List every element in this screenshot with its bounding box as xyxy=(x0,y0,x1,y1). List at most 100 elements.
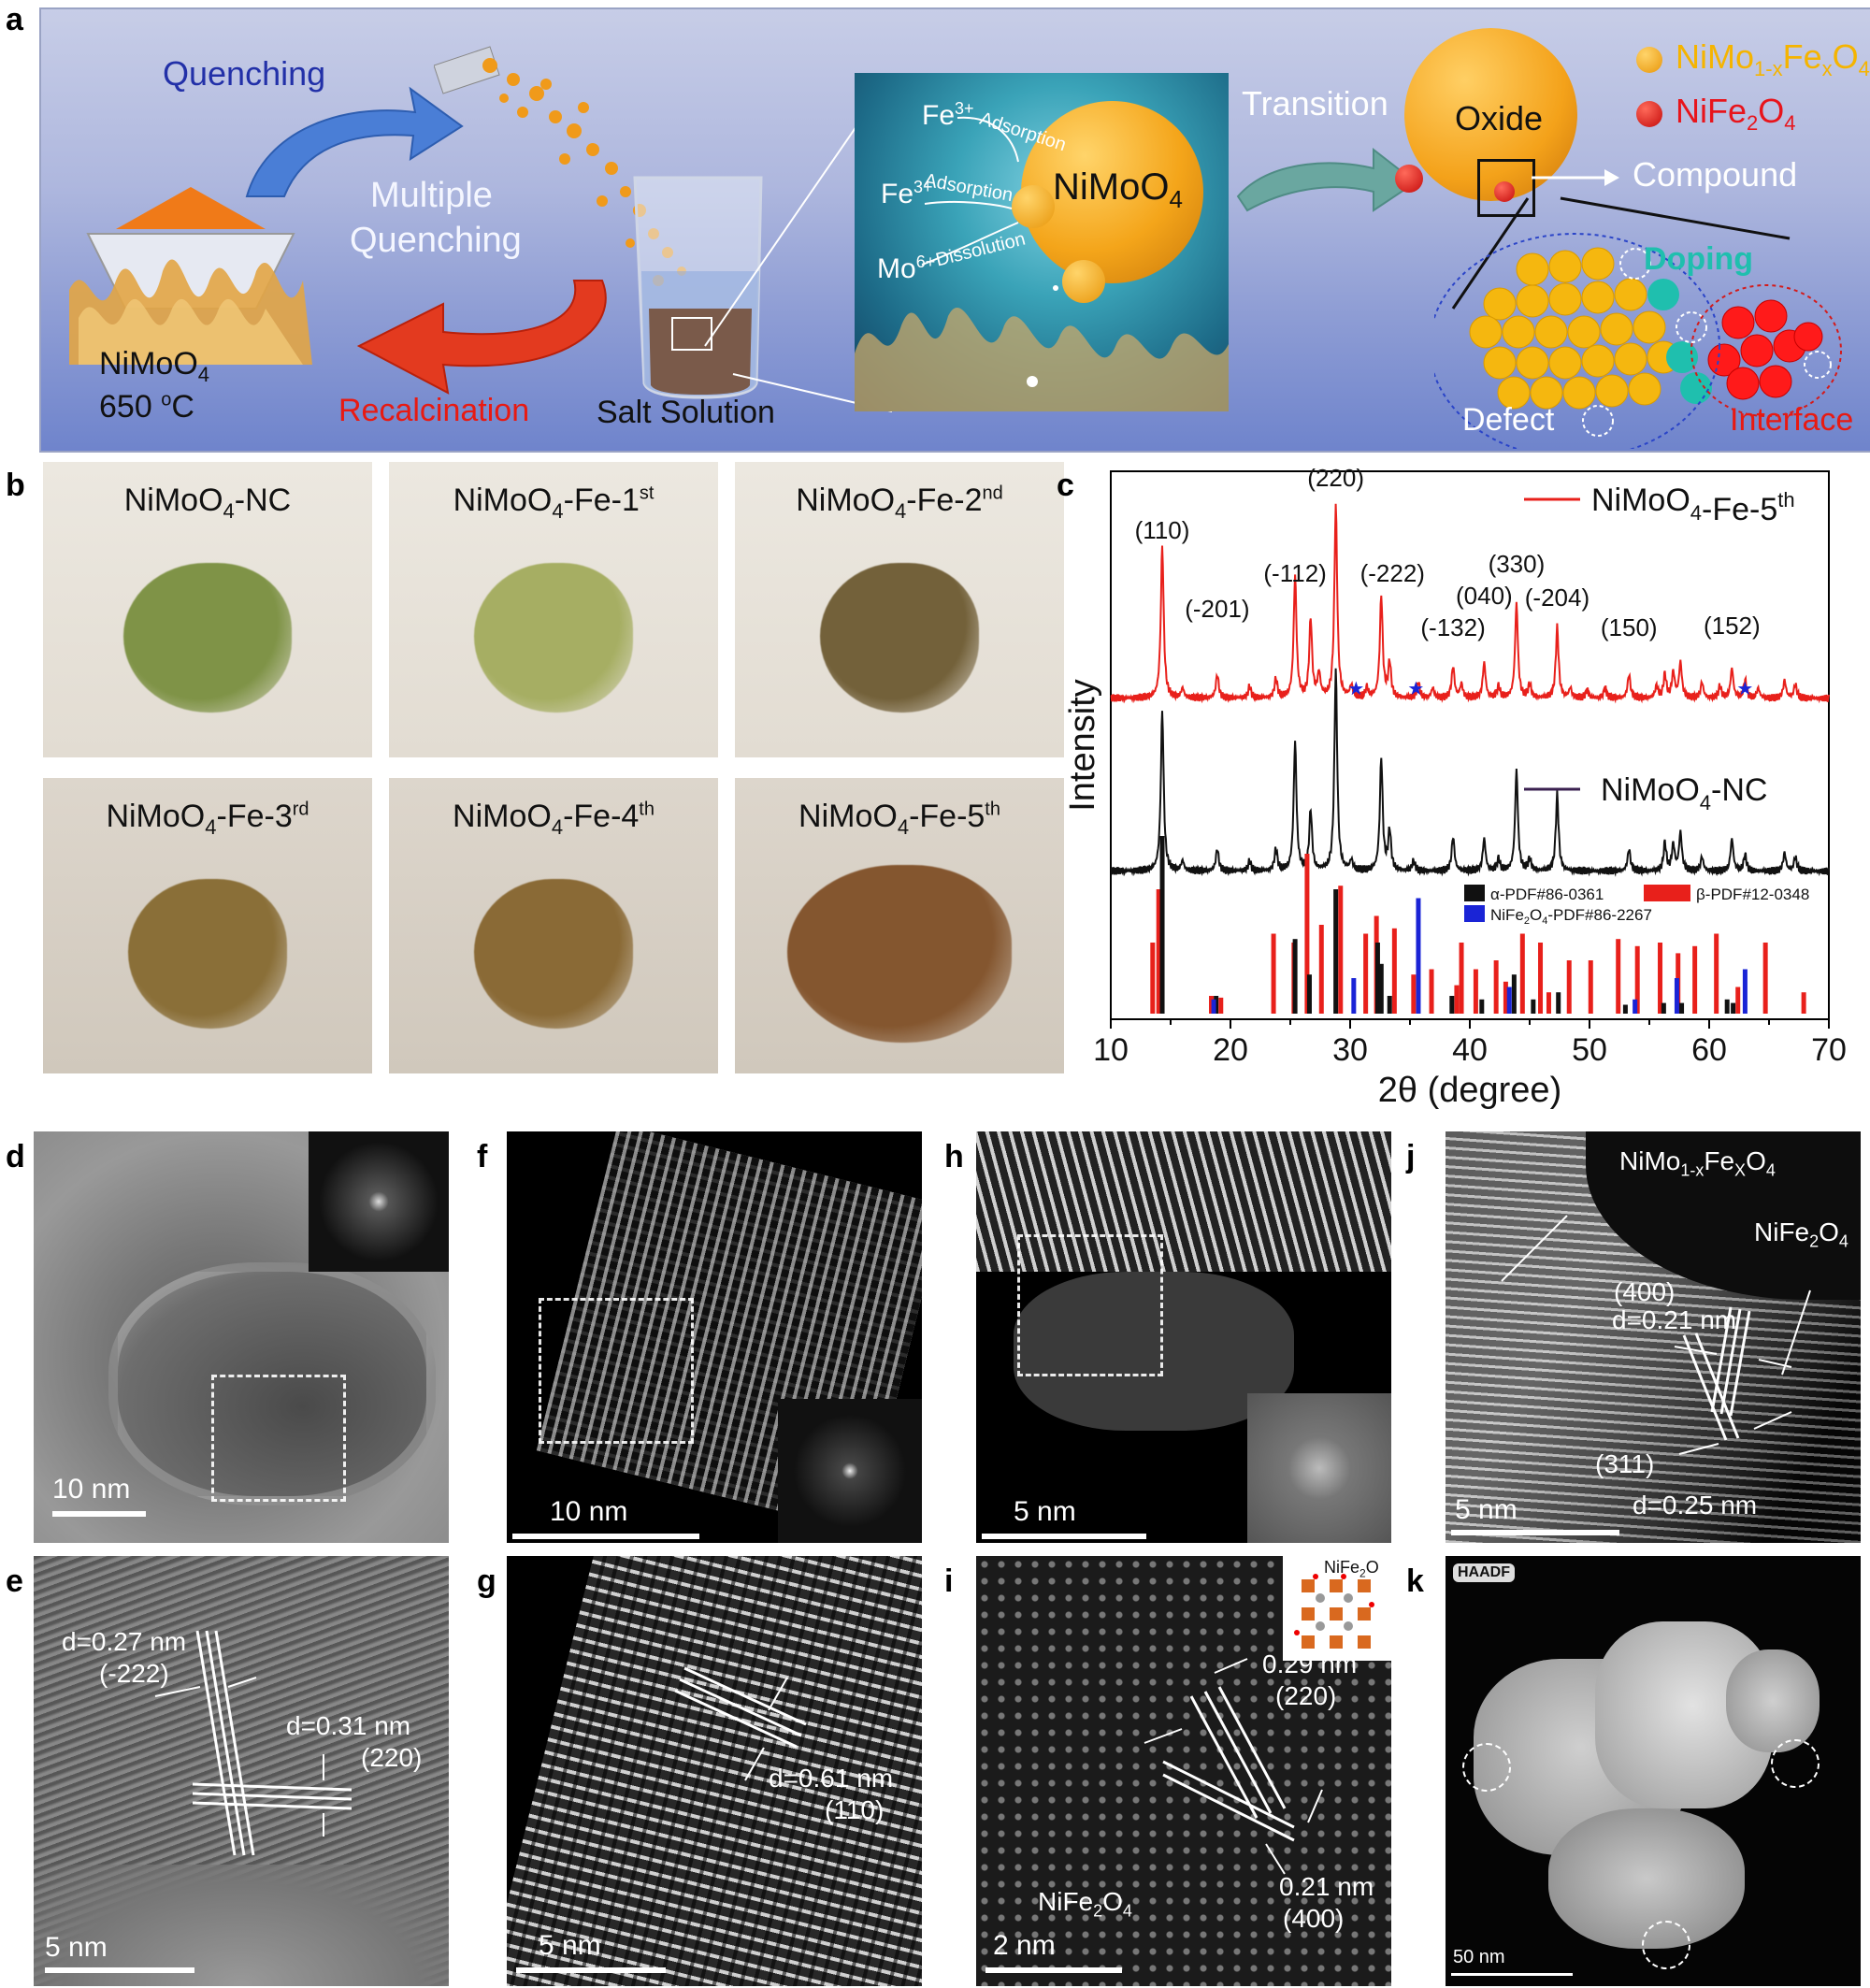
panel-label-k: k xyxy=(1406,1563,1424,1599)
sample-photo: NiMoO4-Fe-2nd xyxy=(735,462,1064,757)
tem-image-d: 10 nm xyxy=(34,1131,449,1543)
scale-label-d: 10 nm xyxy=(52,1474,131,1505)
stem-image-g: d=0.61 nm (110) 5 nm xyxy=(507,1556,922,1986)
reference-stick xyxy=(1658,943,1663,1014)
peak-label: (330) xyxy=(1489,550,1546,578)
reference-stick xyxy=(1218,997,1224,1014)
recalcination-arrow xyxy=(356,280,607,395)
reference-stick xyxy=(1546,992,1551,1014)
reference-stick xyxy=(1503,981,1508,1014)
fringe-lines-g xyxy=(674,1666,807,1781)
reference-stick xyxy=(1506,987,1512,1014)
star-marker: ★ xyxy=(1407,679,1424,699)
stem-image-i: NiFe2O 0.29 nm (220) 0.21 nm (400) NiFe2… xyxy=(976,1556,1391,1986)
compound-arrow xyxy=(1532,169,1619,186)
sphere-label: NiMoO4 xyxy=(1053,166,1183,213)
structure-inset-i xyxy=(1283,1556,1391,1661)
inset-decor xyxy=(855,285,1229,411)
reference-stick xyxy=(1661,1002,1666,1014)
red-dot-2 xyxy=(1494,181,1515,202)
scale-label-f: 10 nm xyxy=(550,1496,628,1527)
reference-stick xyxy=(1479,999,1485,1014)
sample-label: NiMoO4-Fe-5th xyxy=(798,799,1000,839)
adsorption-inset: NiMoO4 Fe3+ Adsorption Fe3+ Adsorption M… xyxy=(855,73,1229,411)
ref-nife-label: NiFe2O4-PDF#86-2267 xyxy=(1490,906,1652,927)
xrd-series-line xyxy=(1110,668,1830,877)
powder-pile xyxy=(123,563,292,713)
reference-stick xyxy=(1159,836,1165,1014)
x-tick-label: 50 xyxy=(1572,1032,1607,1068)
panel-label-b: b xyxy=(6,468,25,503)
phase-label-i: NiFe2O4 xyxy=(1038,1887,1132,1921)
defect-circle-k-2 xyxy=(1771,1739,1820,1788)
scalebar-e xyxy=(45,1967,194,1973)
legend-nc: NiMoO4-NC xyxy=(1601,772,1767,814)
sample-photo: NiMoO4-NC xyxy=(43,462,372,757)
reference-stick xyxy=(1674,978,1679,1014)
doping-label: Doping xyxy=(1644,241,1754,277)
d-spacing-i-2: 0.21 nm xyxy=(1279,1872,1374,1901)
legend-item-1: NiMo1-xFexO4 xyxy=(1676,37,1870,81)
zoom-box-d xyxy=(211,1375,346,1502)
d-spacing-j-1: d=0.21 nm xyxy=(1612,1305,1737,1334)
panel-label-j: j xyxy=(1406,1139,1416,1174)
panel-label-i: i xyxy=(944,1563,954,1599)
reference-stick xyxy=(1429,969,1434,1014)
scale-label-j: 5 nm xyxy=(1455,1494,1518,1525)
oxide-label: Oxide xyxy=(1455,99,1544,137)
particle-k-4 xyxy=(1548,1808,1745,1949)
panel-label-a: a xyxy=(6,2,23,37)
panel-label-g: g xyxy=(477,1563,496,1599)
fringe-lines-e xyxy=(154,1630,352,1856)
d-spacing-e-2: d=0.31 nm xyxy=(286,1711,411,1740)
panel-a: NiMoO4 650 oC Quenching Multiple Quenchi… xyxy=(39,7,1870,453)
x-tick-label: 20 xyxy=(1213,1032,1248,1068)
panel-label-c: c xyxy=(1057,468,1074,503)
fft-inset-h xyxy=(1247,1393,1391,1543)
nife2o-crystal-icon xyxy=(1294,1574,1374,1649)
fft-inset-d xyxy=(309,1131,449,1272)
hkl-e-1: (-222) xyxy=(99,1659,169,1688)
reference-stick xyxy=(1731,1002,1736,1014)
reference-stick xyxy=(1271,933,1276,1014)
hkl-j-1: (400) xyxy=(1614,1277,1676,1306)
d-spacing-j-2: d=0.25 nm xyxy=(1633,1491,1758,1520)
reference-stick xyxy=(1363,933,1369,1014)
sample-photo-grid: NiMoO4-NC NiMoO4-Fe-1st NiMoO4-Fe-2nd NiMoO… xyxy=(43,462,1079,1079)
powder-pile xyxy=(128,879,287,1029)
reference-stick xyxy=(1374,943,1380,1014)
reference-stick xyxy=(1459,943,1464,1014)
transition-label: Transition xyxy=(1242,84,1388,122)
multiple-quenching-label-2: Quenching xyxy=(350,221,522,260)
x-axis-label: 2θ (degree) xyxy=(1378,1071,1561,1109)
reference-stick xyxy=(1304,854,1310,1014)
salt-solution-label: Salt Solution xyxy=(597,395,775,430)
ref-nife-swatch xyxy=(1464,905,1485,922)
compound-box xyxy=(1477,159,1535,217)
amorphous-edge-e xyxy=(34,1865,449,1986)
d-spacing-e-1: d=0.27 nm xyxy=(62,1627,187,1656)
scale-label-k: 50 nm xyxy=(1453,1947,1505,1967)
scalebar-j xyxy=(1451,1530,1619,1535)
reference-stick xyxy=(1338,886,1344,1014)
red-dot-1 xyxy=(1395,165,1423,193)
scalebar-f xyxy=(512,1534,699,1539)
beaker-illustration xyxy=(633,176,763,399)
reference-stick xyxy=(1411,974,1417,1014)
reference-stick xyxy=(1449,996,1455,1014)
defect-circle-k-1 xyxy=(1462,1743,1511,1792)
atom-cluster xyxy=(1434,196,1842,449)
reference-stick xyxy=(1493,960,1499,1014)
precursor-label: NiMoO4 xyxy=(99,346,210,386)
legend-fe5: NiMoO4-Fe-5th xyxy=(1591,483,1795,527)
sample-label: NiMoO4-Fe-2nd xyxy=(796,483,1003,523)
reference-stick xyxy=(1318,925,1324,1014)
multiple-quenching-label-1: Multiple xyxy=(370,176,493,215)
legend-dot-1 xyxy=(1636,47,1662,73)
x-tick-label: 60 xyxy=(1691,1032,1727,1068)
reference-stick xyxy=(1679,1002,1685,1014)
sample-label: NiMoO4-Fe-1st xyxy=(453,483,654,523)
haadf-image-k: HAADF 50 nm xyxy=(1446,1556,1861,1986)
peak-label: (040) xyxy=(1456,582,1513,610)
scale-label-i: 2 nm xyxy=(993,1930,1056,1961)
